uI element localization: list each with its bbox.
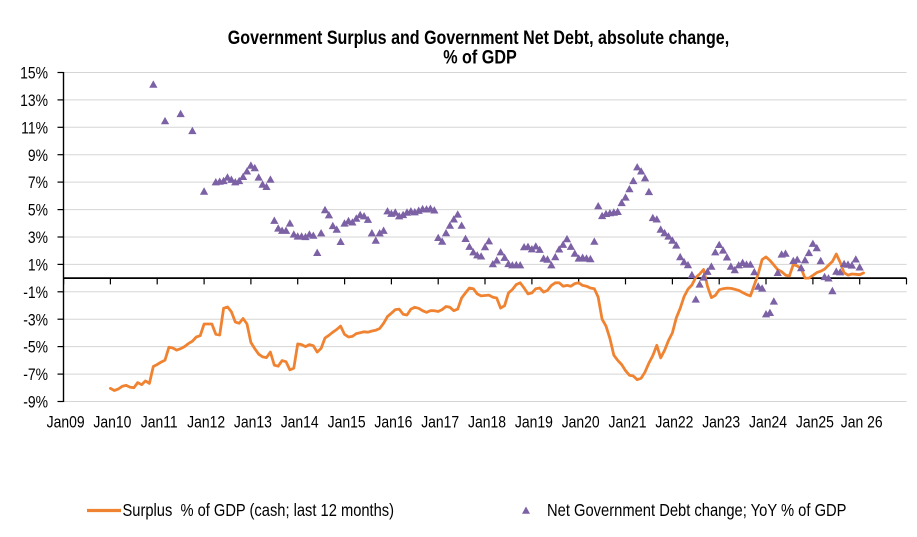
svg-text:15%: 15% — [20, 64, 48, 83]
svg-text:3%: 3% — [28, 228, 48, 247]
svg-text:Jan20: Jan20 — [562, 413, 600, 432]
svg-text:-3%: -3% — [23, 310, 48, 329]
svg-text:Jan18: Jan18 — [468, 413, 506, 432]
svg-text:5%: 5% — [28, 201, 48, 220]
svg-text:Jan21: Jan21 — [609, 413, 647, 432]
svg-text:Jan22: Jan22 — [655, 413, 693, 432]
svg-text:-1%: -1% — [23, 283, 48, 302]
svg-text:7%: 7% — [28, 173, 48, 192]
svg-text:-5%: -5% — [23, 338, 48, 357]
svg-text:Jan11: Jan11 — [141, 413, 178, 432]
svg-text:Jan25: Jan25 — [796, 413, 834, 432]
svg-text:Jan14: Jan14 — [281, 413, 319, 432]
svg-text:Jan19: Jan19 — [515, 413, 553, 432]
svg-text:Jan12: Jan12 — [187, 413, 225, 432]
svg-text:1%: 1% — [28, 256, 48, 275]
svg-text:Jan10: Jan10 — [93, 413, 131, 432]
svg-text:Jan 26: Jan 26 — [841, 413, 883, 432]
svg-text:-7%: -7% — [23, 365, 48, 384]
svg-text:Net Government Debt change; Yo: Net Government Debt change; YoY % of GDP — [547, 500, 847, 520]
svg-text:Jan09: Jan09 — [47, 413, 85, 432]
svg-text:Jan16: Jan16 — [374, 413, 412, 432]
svg-text:-9%: -9% — [23, 393, 48, 412]
svg-text:% of GDP: % of GDP — [443, 47, 517, 68]
svg-text:Surplus % of GDP (cash; last: Surplus % of GDP (cash; last 12 months) — [123, 500, 395, 520]
svg-text:Government Surplus and Governm: Government Surplus and Government Net De… — [228, 28, 729, 49]
svg-text:Jan17: Jan17 — [421, 413, 459, 432]
svg-text:11%: 11% — [21, 118, 48, 137]
svg-text:9%: 9% — [28, 146, 48, 165]
svg-text:Jan24: Jan24 — [749, 413, 787, 432]
svg-text:13%: 13% — [20, 91, 48, 110]
svg-text:Jan15: Jan15 — [328, 413, 366, 432]
svg-text:Jan13: Jan13 — [234, 413, 272, 432]
svg-text:Jan23: Jan23 — [702, 413, 740, 432]
